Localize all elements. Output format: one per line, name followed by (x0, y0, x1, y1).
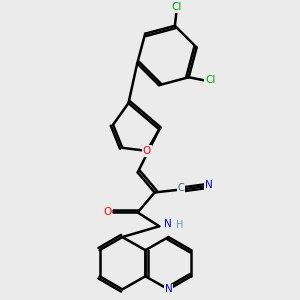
Text: N: N (165, 284, 172, 294)
Text: O: O (143, 146, 151, 156)
Text: N: N (164, 219, 172, 229)
Text: Cl: Cl (171, 2, 182, 12)
Text: N: N (205, 180, 213, 190)
Text: O: O (103, 207, 112, 218)
Text: C: C (177, 183, 184, 193)
Text: Cl: Cl (205, 75, 215, 85)
Text: H: H (176, 220, 183, 230)
